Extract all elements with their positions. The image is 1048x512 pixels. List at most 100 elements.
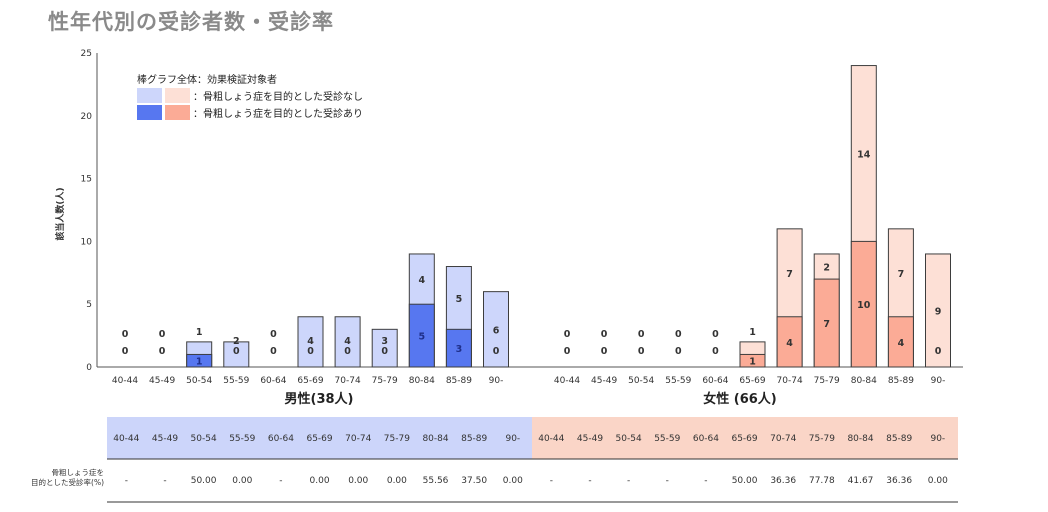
y-tick-label: 5 xyxy=(86,300,92,310)
female-table-header-cell: 60-64 xyxy=(693,434,719,444)
y-axis-label: 該当人数(人) xyxy=(54,187,66,240)
male-x-tick-label: 80-84 xyxy=(409,376,435,386)
male-x-tick-label: 90- xyxy=(489,376,504,386)
male-table-header-cell: 45-49 xyxy=(152,434,178,444)
y-tick-label: 15 xyxy=(81,175,92,185)
y-ticks: 0 5 10 15 20 25 xyxy=(81,49,93,373)
female-group-label: 女性 (66人) xyxy=(703,391,777,407)
male-value-label-without: 4 xyxy=(418,275,425,286)
male-table-rate-cell: 50.00 xyxy=(191,476,217,486)
female-value-label-with: 4 xyxy=(786,338,793,349)
female-value-label-without: 0 xyxy=(712,329,719,340)
female-x-tick-label: 90- xyxy=(931,376,946,386)
female-x-tick-label: 55-59 xyxy=(665,376,691,386)
male-x-tick-label: 70-74 xyxy=(335,376,361,386)
female-x-tick-label: 50-54 xyxy=(628,376,654,386)
female-table-header-cell: 50-54 xyxy=(616,434,642,444)
male-value-label-without: 4 xyxy=(344,336,351,347)
male-table-rate-cell: 0.00 xyxy=(310,476,330,486)
male-x-tick-label: 75-79 xyxy=(372,376,398,386)
male-value-label-with: 0 xyxy=(344,346,351,357)
female-value-label-with: 0 xyxy=(712,346,719,357)
male-value-label-without: 0 xyxy=(270,329,277,340)
female-value-label-with: 0 xyxy=(564,346,571,357)
female-table-header-cell: 40-44 xyxy=(538,434,564,444)
male-table-rate-cell: 0.00 xyxy=(387,476,407,486)
male-value-label-without: 1 xyxy=(196,327,203,338)
female-table-rate-cell: 77.78 xyxy=(809,476,835,486)
male-value-label-with: 1 xyxy=(196,357,203,368)
female-table-rate-cell: - xyxy=(550,476,553,486)
legend-swatch-female-dark xyxy=(165,105,190,120)
female-value-label-without: 0 xyxy=(564,329,571,340)
male-table-rate-cell: - xyxy=(163,476,166,486)
female-value-label-with: 1 xyxy=(749,357,756,368)
rate-table: 40-44 - 45-49 - 50-54 50.00 55-59 0.00 60-64 - 65-… xyxy=(107,417,958,503)
legend-swatch-female-light xyxy=(165,88,190,103)
male-value-label-with: 5 xyxy=(418,332,425,343)
male-table-rate-cell: - xyxy=(125,476,128,486)
table-cells: 40-44 - 45-49 - 50-54 50.00 55-59 0.00 60-64 - 65-… xyxy=(113,434,948,486)
female-table-rate-cell: 41.67 xyxy=(848,476,874,486)
male-x-tick-label: 65-69 xyxy=(297,376,323,386)
male-table-header-cell: 55-59 xyxy=(229,434,255,444)
legend: 棒グラフ全体：効果検証対象者 ：骨粗しょう症を目的とした受診なし ：骨粗しょう症… xyxy=(137,73,363,120)
male-table-header-cell: 65-69 xyxy=(306,434,332,444)
male-value-label-without: 5 xyxy=(456,294,463,305)
male-table-header-cell: 70-74 xyxy=(345,434,371,444)
female-x-tick-label: 75-79 xyxy=(814,376,840,386)
male-table-rate-cell: 37.50 xyxy=(461,476,487,486)
male-table-rate-cell: 0.00 xyxy=(348,476,368,486)
female-value-label-without: 0 xyxy=(638,329,645,340)
rate-row-label: 骨粗しょう症を 目的とした受診率(%) xyxy=(14,468,104,488)
male-table-header-cell: 75-79 xyxy=(384,434,410,444)
female-x-tick-label: 65-69 xyxy=(739,376,765,386)
male-table-rate-cell: 0.00 xyxy=(232,476,252,486)
male-bar-with xyxy=(186,353,213,368)
female-value-label-with: 7 xyxy=(823,319,830,330)
male-table-rate-cell: 0.00 xyxy=(503,476,523,486)
female-bar-with xyxy=(887,316,914,368)
female-bar-with xyxy=(813,278,840,368)
female-value-label-without: 2 xyxy=(823,263,830,274)
female-table-rate-cell: - xyxy=(627,476,630,486)
male-x-tick-label: 85-89 xyxy=(446,376,472,386)
female-value-label-with: 0 xyxy=(601,346,608,357)
rate-row-label-line1: 骨粗しょう症を xyxy=(51,468,105,477)
female-value-label-without: 7 xyxy=(898,269,905,280)
female-table-rate-cell: 36.36 xyxy=(770,476,796,486)
female-value-label-without: 1 xyxy=(749,327,756,338)
female-bar-with xyxy=(776,316,803,368)
female-value-label-without: 7 xyxy=(786,269,793,280)
female-value-label-without: 9 xyxy=(935,306,942,317)
female-x-tick-label: 45-49 xyxy=(591,376,617,386)
female-table-rate-cell: 50.00 xyxy=(732,476,758,486)
male-group-label: 男性(38人) xyxy=(285,391,354,407)
male-x-tick-label: 50-54 xyxy=(186,376,212,386)
male-x-tick-label: 60-64 xyxy=(260,376,286,386)
female-x-tick-label: 40-44 xyxy=(554,376,580,386)
male-value-label-with: 0 xyxy=(233,346,240,357)
female-x-tick-label: 60-64 xyxy=(702,376,728,386)
male-table-header-cell: 50-54 xyxy=(191,434,217,444)
y-tick-label: 25 xyxy=(81,49,92,59)
y-tick-label: 10 xyxy=(81,237,93,247)
male-value-label-with: 3 xyxy=(456,344,463,355)
page-title: 性年代別の受診者数・受診率 xyxy=(48,10,334,34)
male-table-header-cell: 60-64 xyxy=(268,434,294,444)
male-x-tick-label: 40-44 xyxy=(112,376,138,386)
female-value-label-without: 0 xyxy=(675,329,682,340)
male-table-header-cell: 40-44 xyxy=(113,434,139,444)
male-table-rate-cell: 55.56 xyxy=(423,476,449,486)
female-table-header-cell: 55-59 xyxy=(654,434,680,444)
female-table-rate-cell: - xyxy=(666,476,669,486)
male-bar-without xyxy=(334,316,361,368)
female-value-label-with: 0 xyxy=(935,346,942,357)
legend-item-with: ：骨粗しょう症を目的とした受診あり xyxy=(193,107,363,120)
male-value-label-without: 6 xyxy=(493,325,500,336)
female-value-label-with: 4 xyxy=(898,338,905,349)
male-table-rate-cell: - xyxy=(279,476,282,486)
male-value-label-with: 0 xyxy=(122,346,129,357)
female-table-header-cell: 45-49 xyxy=(577,434,603,444)
